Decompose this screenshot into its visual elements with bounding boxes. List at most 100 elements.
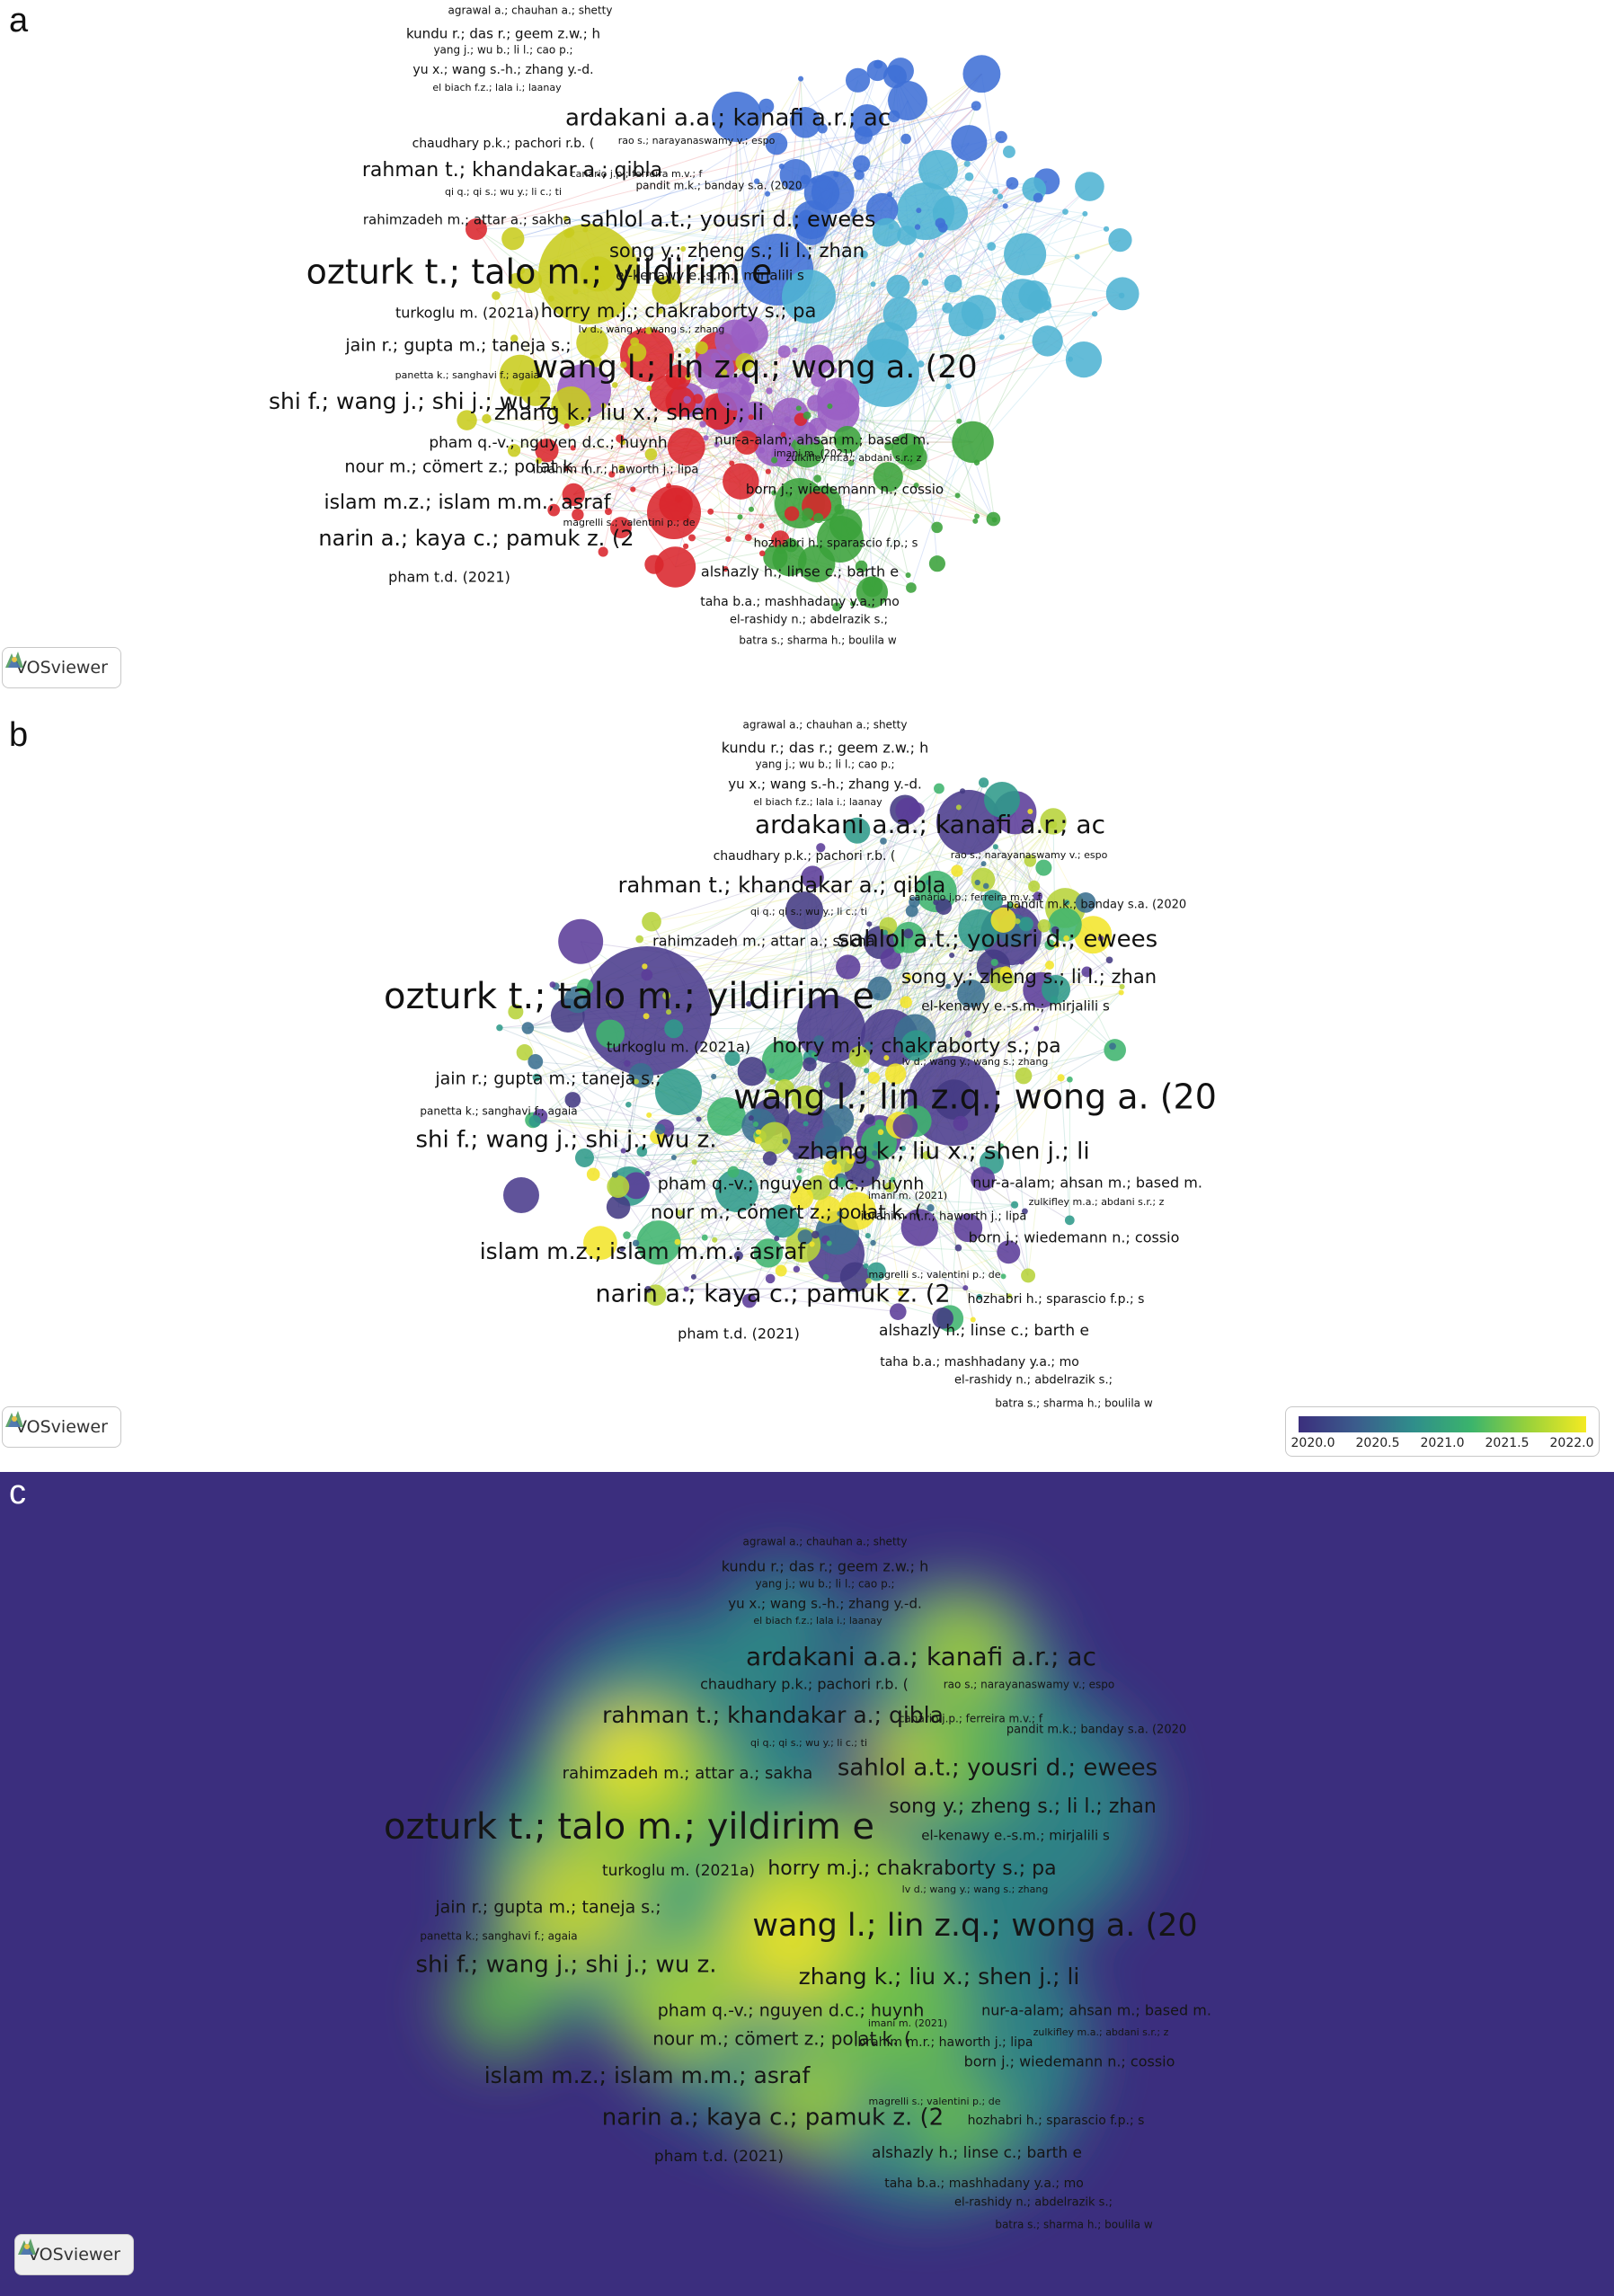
network-node[interactable] xyxy=(992,844,998,850)
network-node[interactable] xyxy=(1065,341,1103,378)
network-node[interactable] xyxy=(646,385,652,391)
network-node[interactable] xyxy=(972,518,979,524)
network-node[interactable] xyxy=(905,1088,911,1095)
network-node[interactable] xyxy=(519,375,551,406)
network-node[interactable] xyxy=(870,281,876,288)
network-node[interactable] xyxy=(723,566,729,572)
network-node[interactable] xyxy=(855,560,868,573)
network-node[interactable] xyxy=(632,1239,640,1247)
network-node[interactable] xyxy=(872,1150,878,1157)
node-label[interactable]: song y.; zheng s.; li l.; zhan xyxy=(889,1795,1157,1818)
network-node[interactable] xyxy=(674,1238,681,1246)
network-node[interactable] xyxy=(547,295,554,302)
network-node[interactable] xyxy=(796,1167,803,1174)
network-node[interactable] xyxy=(682,515,690,523)
network-node[interactable] xyxy=(900,1030,932,1061)
network-node[interactable] xyxy=(866,322,909,364)
network-node[interactable] xyxy=(1002,146,1015,158)
node-label[interactable]: song y.; zheng s.; li l.; zhan xyxy=(609,240,865,262)
network-node[interactable] xyxy=(1050,996,1059,1004)
network-node[interactable] xyxy=(482,413,492,424)
network-node[interactable] xyxy=(553,259,560,266)
network-node[interactable] xyxy=(893,942,906,954)
node-label[interactable]: horry m.j.; chakraborty s.; pa xyxy=(772,1035,1060,1058)
network-node[interactable] xyxy=(792,347,798,353)
network-node[interactable] xyxy=(767,1092,776,1100)
node-label[interactable]: rao s.; narayanaswamy v.; espo xyxy=(951,849,1108,861)
network-node[interactable] xyxy=(887,191,893,198)
network-node[interactable] xyxy=(886,274,910,298)
network-node[interactable] xyxy=(831,368,838,374)
node-label[interactable]: yang j.; wu b.; li l.; cao p.; xyxy=(755,1578,894,1591)
network-node[interactable] xyxy=(984,782,1020,818)
network-node[interactable] xyxy=(807,215,817,225)
node-label[interactable]: pandit m.k.; banday s.a. (2020 xyxy=(636,180,803,192)
network-node[interactable] xyxy=(844,817,871,844)
network-node[interactable] xyxy=(803,411,811,420)
network-node[interactable] xyxy=(611,382,618,388)
network-node[interactable] xyxy=(1057,1074,1065,1082)
network-node[interactable] xyxy=(627,342,647,362)
network-node[interactable] xyxy=(874,1119,884,1129)
node-label[interactable]: agrawal a.; chauhan a.; shetty xyxy=(743,1536,908,1548)
network-node[interactable] xyxy=(823,1081,830,1088)
network-node[interactable] xyxy=(839,1136,855,1151)
network-node[interactable] xyxy=(691,1158,697,1166)
node-label[interactable]: shi f.; wang j.; shi j.; wu z. xyxy=(269,388,558,414)
network-node[interactable] xyxy=(865,192,899,226)
network-node[interactable] xyxy=(795,405,802,412)
vosviewer-button-c[interactable]: VOSviewer xyxy=(14,2234,134,2275)
node-label[interactable]: el-kenawy e.-s.m.; mirjalili s xyxy=(921,1828,1110,1844)
network-node[interactable] xyxy=(836,954,861,980)
node-label[interactable]: islam m.z.; islam m.m.; asraf xyxy=(480,1238,807,1264)
network-node[interactable] xyxy=(931,521,943,534)
node-label[interactable]: pandit m.k.; banday s.a. (2020 xyxy=(1007,1724,1186,1737)
network-node[interactable] xyxy=(906,582,917,593)
network-node[interactable] xyxy=(874,992,881,999)
network-node[interactable] xyxy=(945,383,952,390)
network-node[interactable] xyxy=(804,344,834,374)
network-node[interactable] xyxy=(998,334,1005,341)
network-node[interactable] xyxy=(695,341,708,355)
network-node[interactable] xyxy=(839,1262,871,1292)
network-node[interactable] xyxy=(860,1124,897,1161)
network-node[interactable] xyxy=(576,326,608,359)
network-node[interactable] xyxy=(932,208,938,214)
node-label[interactable]: imani m. (2021) xyxy=(868,2017,947,2029)
network-node[interactable] xyxy=(934,783,944,794)
network-node[interactable] xyxy=(766,387,773,394)
network-node[interactable] xyxy=(562,483,585,506)
node-label[interactable]: jain r.; gupta m.; taneja s.; xyxy=(344,336,571,356)
node-label[interactable]: nour m.; cömert z.; polat k. ( xyxy=(652,2028,911,2050)
node-label[interactable]: zulkifley m.a.; abdani s.r.; z xyxy=(1033,2026,1169,2038)
network-node[interactable] xyxy=(676,1210,684,1217)
network-node[interactable] xyxy=(1064,1215,1075,1226)
network-node[interactable] xyxy=(960,788,966,794)
network-node[interactable] xyxy=(739,389,745,395)
network-node[interactable] xyxy=(867,1071,880,1085)
network-node[interactable] xyxy=(825,1125,843,1143)
node-label[interactable]: rao s.; narayanaswamy v.; espo xyxy=(618,135,776,146)
network-node[interactable] xyxy=(608,471,616,478)
network-node[interactable] xyxy=(600,403,607,409)
network-node[interactable] xyxy=(665,386,696,417)
node-label[interactable]: alshazly h.; linse c.; barth e xyxy=(701,563,899,581)
network-node[interactable] xyxy=(535,457,542,465)
network-node[interactable] xyxy=(748,506,755,512)
node-label[interactable]: ibrahim m.r.; haworth j.; lipa xyxy=(533,464,699,477)
network-node[interactable] xyxy=(888,224,894,230)
node-label[interactable]: rahman t.; khandakar a.; qibla xyxy=(618,873,946,898)
node-label[interactable]: taha b.a.; mashhadany y.a.; mo xyxy=(880,1355,1079,1370)
network-node[interactable] xyxy=(803,174,840,211)
node-label[interactable]: nour m.; cömert z.; polat k. ( xyxy=(344,457,590,477)
network-node[interactable] xyxy=(466,218,487,240)
node-label[interactable]: el-rashidy n.; abdelrazik s.; xyxy=(954,2196,1113,2210)
network-node[interactable] xyxy=(517,266,526,275)
network-node[interactable] xyxy=(644,326,653,335)
network-node[interactable] xyxy=(551,386,591,427)
network-node[interactable] xyxy=(735,352,755,372)
node-label[interactable]: imani m. (2021) xyxy=(774,448,853,459)
network-node[interactable] xyxy=(643,1013,650,1020)
network-node[interactable] xyxy=(834,503,845,515)
network-node[interactable] xyxy=(790,1185,814,1210)
